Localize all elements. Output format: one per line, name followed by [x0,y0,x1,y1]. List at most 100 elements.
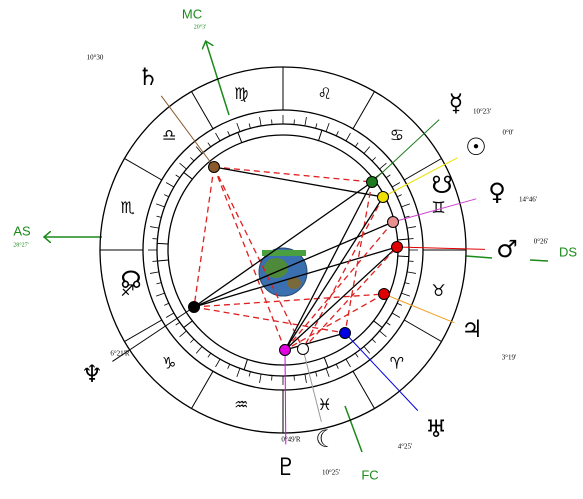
zodiac-sign: ♌ [317,84,331,103]
zodiac-sign: ♉ [431,281,445,300]
house-cusp [244,359,247,369]
degree-tick [180,163,187,169]
planet-pointer [345,333,418,411]
planet-dot [189,302,200,313]
degree-tick [190,157,194,161]
degree-tick [228,131,230,136]
as-label: AS [13,223,31,238]
planet-glyph: ♇ [275,453,297,481]
ds-line [530,260,548,261]
degree-tick [346,133,351,141]
house-cusp [184,172,193,179]
planet-dot [379,289,390,300]
zodiac-sign: ♊ [431,198,445,217]
sign-divider [353,92,375,129]
degree-tick [401,204,409,207]
planet-glyph: ♆ [81,360,103,388]
degree-tick [364,347,370,354]
planet-degree: 0°0' [502,129,513,137]
planet-glyph: ♀ [488,178,506,206]
planet-glyph: ♅ [425,415,447,443]
house-cusp [324,357,328,367]
degree-tick [346,359,351,367]
planet-dot [367,177,378,188]
degree-tick [405,283,410,284]
as-degree: 28°27' [13,241,28,248]
fc-label: FC [361,467,378,482]
planet-dot [298,344,309,355]
degree-tick [176,175,180,178]
planet-degree: 4°25' [398,443,413,451]
sign-divider [192,92,214,129]
planet-degree: 6°21'R [110,350,130,358]
degree-tick [249,372,250,377]
degree-tick [228,364,230,369]
degree-tick [249,123,250,128]
degree-tick [364,147,370,154]
aspect-line [194,167,214,307]
degree-tick [150,227,159,229]
ds-label: DS [559,244,577,259]
degree-tick [392,183,400,188]
degree-tick [260,117,262,126]
degree-tick [386,322,390,325]
house-cusp [157,260,168,261]
degree-tick [316,123,317,128]
aspect-line [214,167,383,197]
ds-line [466,256,492,258]
degree-tick [156,283,161,284]
degree-tick [380,163,387,169]
zodiac-sign: ♋ [390,126,404,145]
planet-glyph: ☉ [465,133,487,161]
degree-tick [380,331,387,337]
degree-tick [196,347,202,354]
zodiac-sign: ♏ [120,198,134,217]
mc-label: MC [182,6,202,21]
degree-tick [326,123,329,131]
sign-divider [125,159,162,181]
degree-tick [216,359,221,367]
degree-tick [166,183,174,188]
degree-tick [260,374,262,383]
degree-tick [208,353,211,357]
planet-degree: 10°23' [473,108,491,116]
degree-tick [326,368,329,376]
degree-tick [336,131,338,136]
degree-tick [407,272,416,274]
planet-degree: 14°46' [519,196,537,204]
degree-tick [156,293,164,296]
sign-divider [125,320,162,342]
planet-glyph: ♄ [137,63,159,91]
degree-tick [156,204,164,207]
degree-tick [386,175,390,178]
zodiac-sign: ♑ [162,353,176,372]
planet-dot [388,217,399,228]
zodiac-sign: ♓ [317,395,331,414]
degree-tick [355,143,358,147]
degree-tick [316,372,317,377]
planet-dot [340,328,351,339]
planet-glyph: ♂ [496,235,518,263]
planet-degree: 0°26' [534,238,549,246]
angle-lines [45,42,548,452]
degree-tick [164,303,169,305]
house-cusp [398,256,409,257]
zodiac-sign: ♈ [390,353,404,372]
planet-dot [280,345,291,356]
degree-tick [180,331,187,337]
degree-tick [237,368,240,376]
fc-line [345,406,362,452]
planet-glyph: ☊ [120,266,141,294]
sign-divider [192,371,214,408]
planet-dot [209,162,220,173]
zodiac-sign: ♎ [162,126,176,145]
planet-dot [378,192,389,203]
aspect-line [303,197,383,349]
planet-glyph: ☋ [431,171,452,199]
planet-glyph: ♃ [461,315,483,343]
degree-tick [208,143,211,147]
planet-pointer [397,247,485,249]
sign-divider [353,371,375,408]
planet-pointer [285,350,286,444]
aspect-line [214,167,372,182]
